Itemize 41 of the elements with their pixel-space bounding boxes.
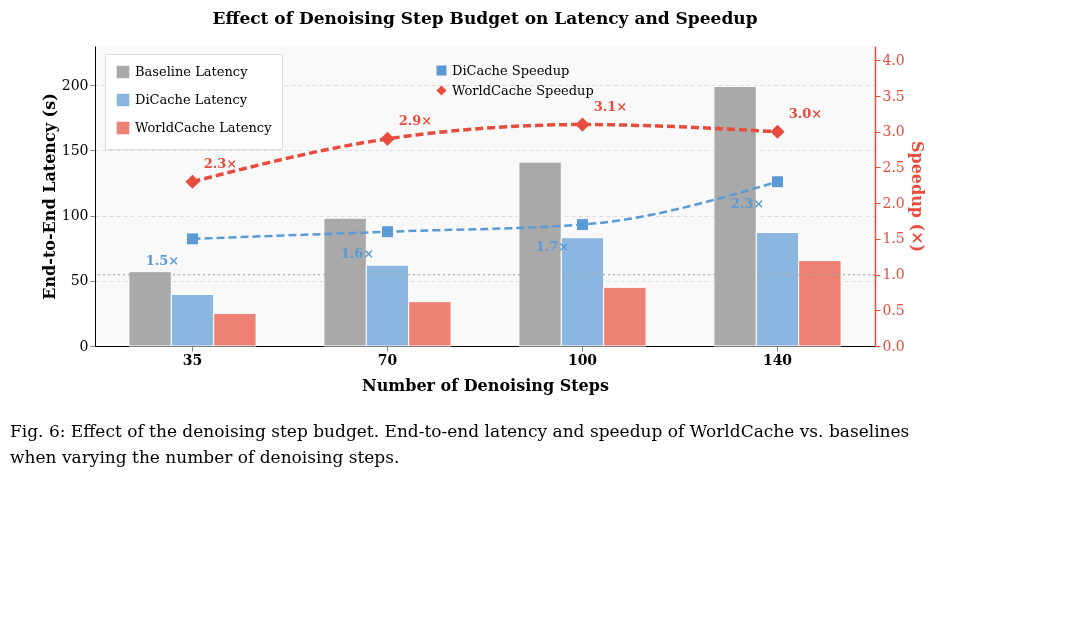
- legend-label: Baseline Latency: [135, 64, 249, 79]
- y2-tick-label: 3.0: [882, 123, 905, 140]
- y-tick-label: 100: [61, 207, 89, 224]
- y-axis-title: End-to-End Latency (s): [39, 93, 59, 300]
- x-axis-title: Number of Denoising Steps: [362, 375, 609, 395]
- point: [382, 226, 393, 238]
- point: [770, 124, 785, 139]
- y-tick-label: 50: [70, 272, 89, 289]
- y2-tick-label: 4.0: [882, 51, 905, 68]
- data-label: 3.1×: [593, 98, 628, 114]
- y2-tick-label: 1.5: [882, 230, 905, 247]
- y2-tick-label: 2.0: [882, 194, 905, 211]
- y2-tick-label: 0.5: [882, 301, 905, 318]
- point: [772, 176, 783, 188]
- x-tick-label: 35: [182, 351, 203, 368]
- x-tick-label: 140: [762, 351, 793, 368]
- legend-label: WorldCache Latency: [135, 120, 273, 135]
- y2-tick-label: 2.5: [882, 158, 905, 175]
- x-tick-label: 100: [567, 351, 598, 368]
- point: [380, 131, 395, 146]
- legend-label: DiCache Latency: [135, 92, 248, 107]
- y-tick-label: 200: [61, 76, 89, 93]
- y2-tick-label: 0.0: [882, 337, 905, 354]
- data-label: 3.0×: [788, 105, 823, 121]
- y-tick-label: 0: [79, 337, 89, 354]
- x-tick-label: 70: [377, 351, 398, 368]
- point: [187, 233, 198, 245]
- chart-title: Effect of Denoising Step Budget on Latency and Speedup: [212, 8, 758, 28]
- data-label: 2.3×: [203, 155, 238, 171]
- legend-label: DiCache Speedup: [452, 62, 570, 78]
- y2-tick-label: 1.0: [882, 266, 905, 283]
- point: [577, 219, 588, 231]
- point: [185, 174, 200, 189]
- data-label: 2.9×: [398, 112, 433, 128]
- y-tick-label: 150: [61, 141, 89, 158]
- y2-axis-title: Speedup (×): [907, 140, 927, 253]
- point: [575, 117, 590, 132]
- legend-label: WorldCache Speedup: [452, 82, 594, 98]
- caption: Fig. 6: Effect of the denoising step budget. End-to-end latency and speedup of WorldCache vs. baselines when varying the number of denoising steps.: [10, 421, 910, 467]
- data-label: 1.5×: [145, 252, 180, 268]
- y2-tick-label: 3.5: [882, 87, 905, 104]
